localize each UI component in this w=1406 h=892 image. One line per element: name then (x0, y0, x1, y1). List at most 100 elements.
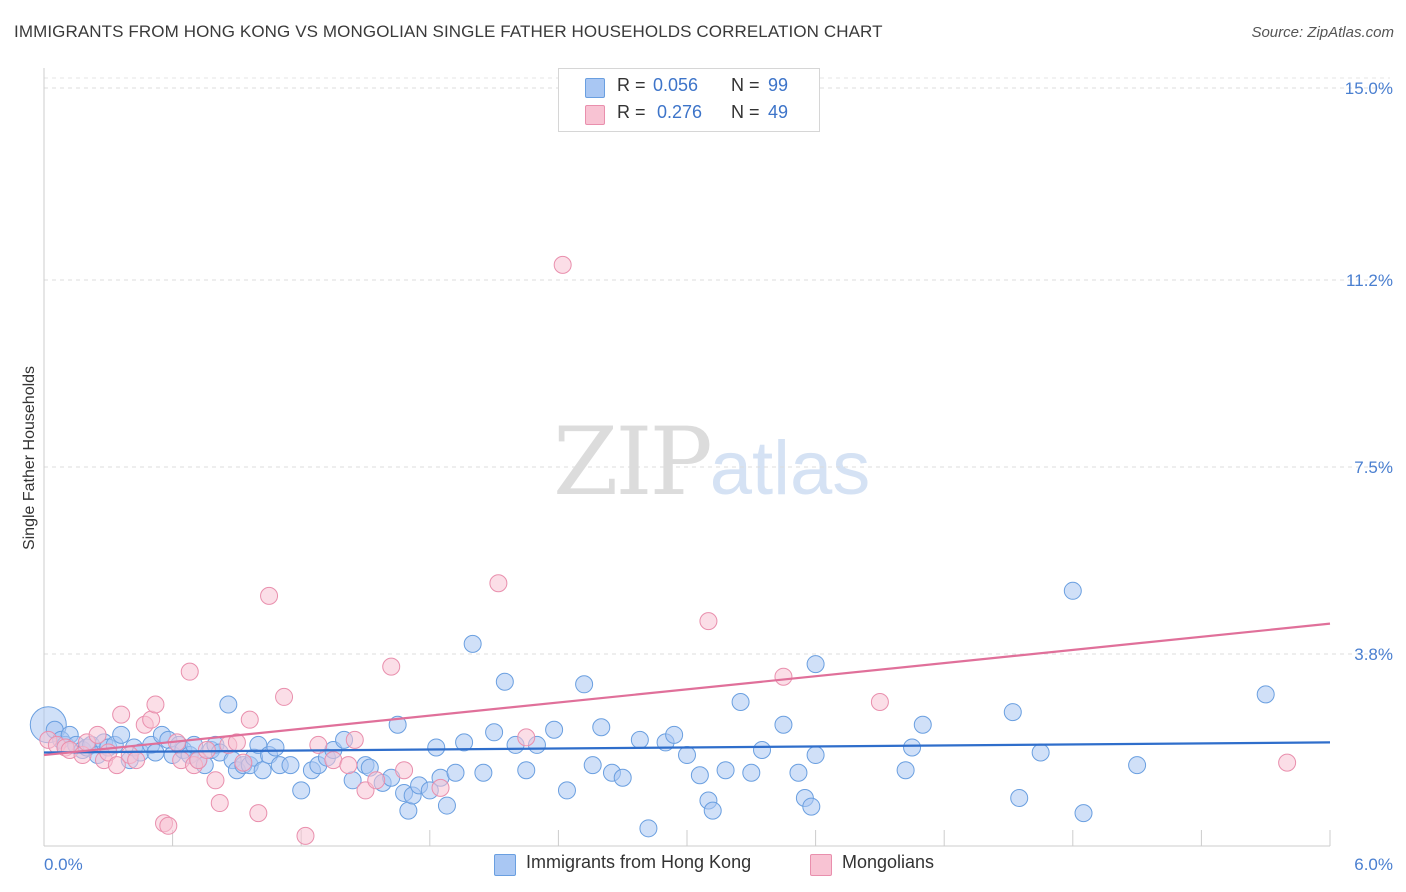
legend-r-label: R = (617, 102, 646, 122)
point-mongolians (210, 794, 229, 813)
point-hong-kong (613, 768, 632, 787)
point-hong-kong (545, 720, 564, 739)
point-hong-kong (474, 763, 493, 782)
legend-swatch-mongolians (585, 105, 605, 125)
point-hong-kong (1010, 788, 1029, 807)
point-hong-kong (731, 692, 750, 711)
point-mongolians (142, 710, 161, 729)
trend-line-hong-kong (43, 741, 1331, 754)
point-mongolians (309, 735, 328, 754)
point-hong-kong (485, 723, 504, 742)
watermark-atlas: atlas (709, 426, 871, 511)
point-mongolians (431, 778, 450, 797)
point-mongolians (234, 753, 253, 772)
point-mongolians (367, 771, 386, 790)
point-hong-kong (1031, 743, 1050, 762)
chart-title: IMMIGRANTS FROM HONG KONG VS MONGOLIAN S… (14, 22, 883, 41)
y-tick-label-1: 7.5% (1354, 458, 1393, 477)
point-hong-kong (913, 715, 932, 734)
point-hong-kong (253, 761, 272, 780)
point-hong-kong (703, 801, 722, 820)
point-mongolians (324, 751, 343, 770)
point-mongolians (296, 826, 315, 845)
y-axis-title: Single Father Households (21, 366, 38, 550)
point-hong-kong (463, 634, 482, 653)
point-hong-kong (575, 675, 594, 694)
point-mongolians (107, 756, 126, 775)
point-hong-kong (896, 761, 915, 780)
point-hong-kong (774, 715, 793, 734)
point-mongolians (197, 740, 216, 759)
watermark-zip: ZIP (553, 408, 713, 517)
point-hong-kong (716, 761, 735, 780)
point-hong-kong (1003, 703, 1022, 722)
legend-n-value: 49 (768, 102, 789, 122)
point-mongolians (774, 667, 793, 686)
legend-r-label: R = (617, 75, 646, 95)
point-hong-kong (665, 725, 684, 744)
point-hong-kong (1128, 756, 1147, 775)
point-mongolians (275, 687, 294, 706)
point-mongolians (240, 710, 259, 729)
point-hong-kong (281, 756, 300, 775)
point-mongolians (1278, 753, 1297, 772)
point-hong-kong (690, 766, 709, 785)
source-credit: Source: ZipAtlas.com (1251, 24, 1394, 41)
point-hong-kong (742, 763, 761, 782)
legend-r-value: 0.056 (653, 75, 699, 95)
point-hong-kong (437, 796, 456, 815)
legend-n-value: 99 (768, 75, 789, 95)
bottom-legend-swatch-mongolians (810, 854, 832, 876)
point-hong-kong (112, 725, 131, 744)
point-hong-kong (1074, 804, 1093, 823)
point-hong-kong (789, 763, 808, 782)
bottom-legend-label: Mongolians (842, 852, 935, 872)
point-hong-kong (753, 740, 772, 759)
point-mongolians (553, 255, 572, 274)
trend-lines (43, 622, 1331, 757)
point-hong-kong (630, 730, 649, 749)
point-mongolians (699, 612, 718, 631)
point-hong-kong (806, 655, 825, 674)
point-hong-kong (266, 738, 285, 757)
point-hong-kong (495, 672, 514, 691)
point-hong-kong (219, 695, 238, 714)
gridlines (44, 77, 1390, 655)
point-mongolians (159, 816, 178, 835)
point-mongolians (345, 730, 364, 749)
point-mongolians (339, 756, 358, 775)
point-hong-kong (806, 746, 825, 765)
point-mongolians (249, 804, 268, 823)
point-hong-kong (903, 738, 922, 757)
watermark: ZIPatlas (553, 408, 870, 517)
point-mongolians (206, 771, 225, 790)
point-mongolians (489, 574, 508, 593)
bottom-legend-swatch-hong-kong (494, 854, 516, 876)
point-hong-kong (388, 715, 407, 734)
point-hong-kong (292, 781, 311, 800)
point-mongolians (260, 586, 279, 605)
point-mongolians (870, 692, 889, 711)
tick-labels: 3.8% 7.5% 11.2% 15.0% 0.0% 6.0% (44, 79, 1393, 874)
point-hong-kong (1256, 685, 1275, 704)
y-tick-label-2: 11.2% (1346, 271, 1393, 290)
point-mongolians (127, 751, 146, 770)
point-mongolians (146, 695, 165, 714)
point-mongolians (395, 761, 414, 780)
bottom-legend-label: Immigrants from Hong Kong (526, 852, 752, 872)
point-hong-kong (678, 746, 696, 765)
point-hong-kong (583, 756, 602, 775)
y-tick-label-0: 3.8% (1354, 645, 1393, 664)
point-hong-kong (639, 819, 658, 838)
point-hong-kong (399, 801, 418, 820)
point-mongolians (382, 657, 401, 676)
point-hong-kong (557, 781, 576, 800)
point-hong-kong (427, 738, 446, 757)
legend-n-label: N = (731, 102, 760, 122)
legend-n-label: N = (731, 75, 760, 95)
point-hong-kong (592, 718, 611, 737)
point-hong-kong (1063, 581, 1082, 600)
trend-line-mongolians (43, 622, 1331, 757)
axes (43, 68, 1331, 847)
